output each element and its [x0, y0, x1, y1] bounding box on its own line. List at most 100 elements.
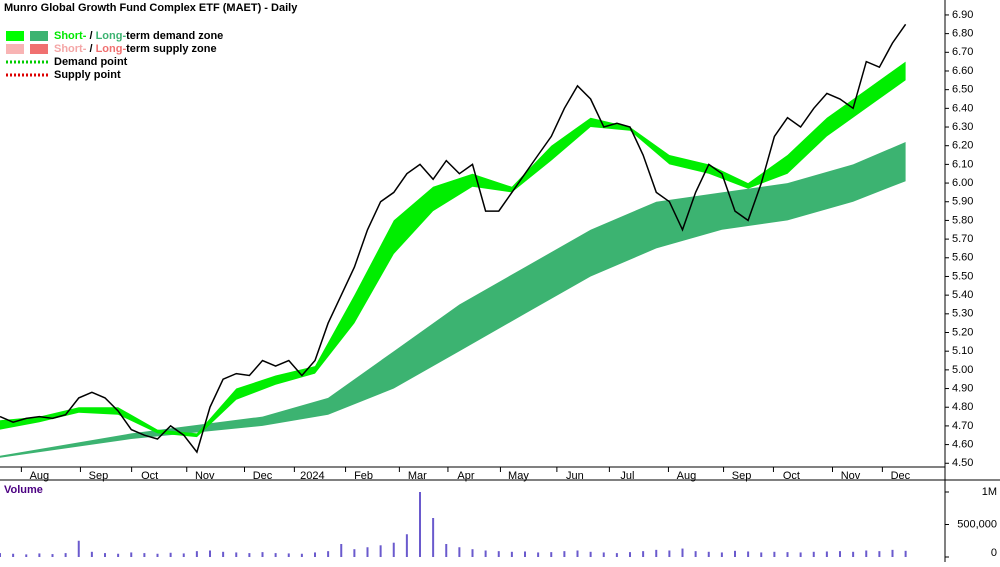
volume-bar — [38, 553, 41, 557]
x-tick-label: Dec — [253, 470, 273, 482]
y-tick-label: 6.90 — [952, 9, 973, 21]
volume-bar — [235, 552, 238, 557]
y-tick-label: 5.20 — [952, 326, 973, 338]
y-tick-label: 5.80 — [952, 214, 973, 226]
x-tick-label: May — [508, 470, 529, 482]
x-tick-label: Apr — [457, 470, 474, 482]
legend-part: Demand point — [54, 56, 128, 68]
volume-bar — [287, 553, 290, 557]
y-tick-label: 6.40 — [952, 102, 973, 114]
volume-bar — [786, 552, 789, 557]
x-tick-label: 2024 — [300, 470, 324, 482]
volume-bar — [668, 550, 671, 557]
y-tick-label: 5.10 — [952, 345, 973, 357]
y-tick-label: 4.80 — [952, 401, 973, 413]
y-tick-label: 5.50 — [952, 270, 973, 282]
volume-bar — [878, 551, 881, 557]
y-tick-label: 4.90 — [952, 382, 973, 394]
y-tick-label: 6.70 — [952, 46, 973, 58]
volume-bar — [707, 551, 710, 557]
volume-bar — [366, 547, 369, 557]
volume-bar — [904, 550, 907, 557]
y-tick-label: 5.00 — [952, 364, 973, 376]
x-tick-label: Aug — [677, 470, 697, 482]
legend-part: Supply point — [54, 69, 121, 81]
volume-bar — [484, 550, 487, 557]
x-tick-label: Sep — [732, 470, 752, 482]
volume-bar — [537, 552, 540, 557]
volume-bar — [169, 552, 172, 557]
volume-bar — [182, 553, 185, 557]
legend-part: term supply zone — [126, 43, 216, 55]
y-tick-label: 6.30 — [952, 121, 973, 133]
y-tick-label: 5.90 — [952, 196, 973, 208]
y-tick-label: 5.40 — [952, 289, 973, 301]
x-tick-label: Dec — [891, 470, 911, 482]
volume-bar — [274, 553, 277, 557]
volume-bar — [340, 544, 343, 557]
volume-bar — [773, 551, 776, 557]
volume-bar — [629, 552, 631, 557]
volume-bar — [405, 534, 408, 557]
x-tick-label: Aug — [30, 470, 50, 482]
legend-part: Short- — [54, 43, 87, 55]
volume-label: Volume — [4, 484, 43, 496]
y-tick-label: 6.20 — [952, 140, 973, 152]
chart-title: Munro Global Growth Fund Complex ETF (MA… — [4, 2, 298, 14]
volume-bar — [852, 551, 855, 557]
volume-bar — [117, 553, 120, 557]
volume-bar — [143, 553, 146, 557]
legend-part: / — [86, 30, 95, 42]
volume-bar — [497, 551, 500, 557]
y-tick-label: 5.60 — [952, 252, 973, 264]
volume-bar — [419, 492, 421, 557]
x-tick-label: Oct — [141, 470, 158, 482]
volume-bar — [445, 544, 448, 557]
volume-bar — [0, 553, 1, 557]
volume-bar — [353, 549, 356, 557]
volume-tick-label: 0 — [991, 547, 997, 559]
volume-bar — [12, 553, 15, 557]
volume-bar — [130, 552, 133, 557]
x-tick-label: Sep — [89, 470, 109, 482]
volume-bar — [156, 553, 159, 557]
volume-bar — [589, 551, 592, 557]
volume-bar — [392, 542, 395, 557]
x-tick-label: Oct — [783, 470, 800, 482]
volume-bar — [379, 545, 382, 557]
volume-bar — [209, 550, 211, 557]
volume-bar — [734, 550, 736, 557]
y-tick-label: 5.70 — [952, 233, 973, 245]
volume-bar — [77, 540, 80, 557]
volume-bar — [510, 551, 513, 557]
volume-bar — [720, 552, 723, 557]
legend-label: Short- / Long-term demand zone — [54, 30, 223, 42]
volume-bar — [615, 553, 618, 557]
legend-swatch — [6, 31, 24, 41]
volume-bar — [891, 549, 894, 557]
x-tick-label: Nov — [841, 470, 861, 482]
legend-swatch — [30, 44, 48, 54]
volume-bar — [104, 553, 106, 557]
y-tick-label: 5.30 — [952, 308, 973, 320]
volume-bar — [550, 552, 553, 557]
y-tick-label: 6.60 — [952, 65, 973, 77]
volume-bar — [432, 518, 435, 557]
volume-bar — [314, 552, 316, 557]
volume-bar — [865, 550, 868, 557]
volume-bar — [655, 549, 658, 557]
volume-bar — [825, 551, 828, 557]
x-tick-label: Mar — [408, 470, 427, 482]
x-tick-label: Nov — [195, 470, 215, 482]
volume-bar — [760, 552, 763, 557]
volume-bar — [51, 554, 54, 557]
legend-label: Demand point — [54, 56, 128, 68]
x-tick-label: Feb — [354, 470, 373, 482]
volume-bar — [812, 551, 815, 557]
y-tick-label: 4.70 — [952, 420, 973, 432]
volume-bar — [681, 548, 684, 557]
volume-bar — [563, 551, 566, 557]
volume-bar — [25, 554, 28, 557]
volume-bar — [642, 551, 645, 557]
